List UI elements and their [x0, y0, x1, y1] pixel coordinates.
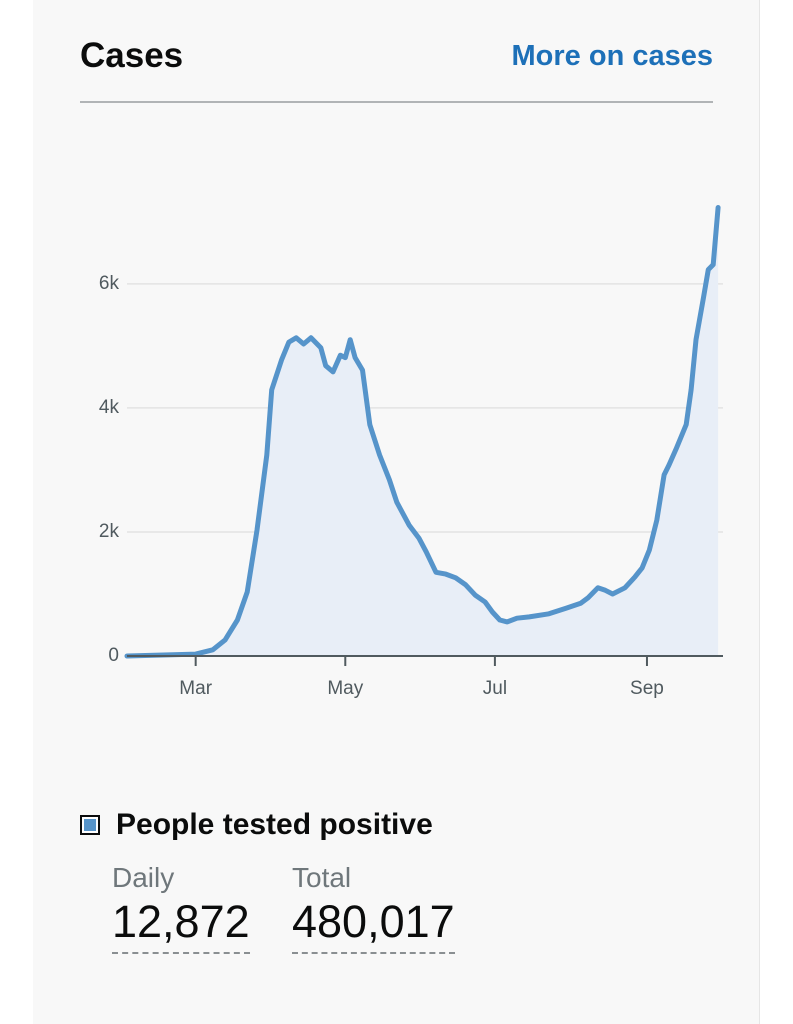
- card-title: Cases: [80, 36, 184, 75]
- y-tick-label: 0: [108, 645, 119, 666]
- metric-value: 12,872: [112, 896, 250, 954]
- more-link[interactable]: More on cases: [511, 40, 713, 72]
- y-tick-label: 2k: [99, 521, 120, 542]
- divider: [80, 101, 713, 103]
- metric-label: Daily: [112, 862, 175, 893]
- legend: People tested positive: [80, 808, 433, 842]
- legend-label: People tested positive: [116, 808, 433, 841]
- chart: 0 2k 4k 6k Mar May Jul Sep: [99, 205, 723, 699]
- legend-swatch: [80, 815, 100, 835]
- metric-value: 480,017: [292, 896, 455, 954]
- x-tick-label: May: [327, 678, 363, 699]
- metric-label: Total: [292, 862, 352, 893]
- x-tick-label: Mar: [179, 678, 212, 699]
- x-tick-label: Jul: [483, 678, 507, 699]
- area: [127, 207, 719, 656]
- line: [124, 205, 721, 659]
- y-tick-label: 6k: [99, 273, 120, 294]
- metric: Daily 12,872: [112, 862, 250, 954]
- y-tick-label: 4k: [99, 397, 120, 418]
- metric: Total 480,017: [292, 862, 455, 954]
- x-tick-label: Sep: [630, 678, 664, 699]
